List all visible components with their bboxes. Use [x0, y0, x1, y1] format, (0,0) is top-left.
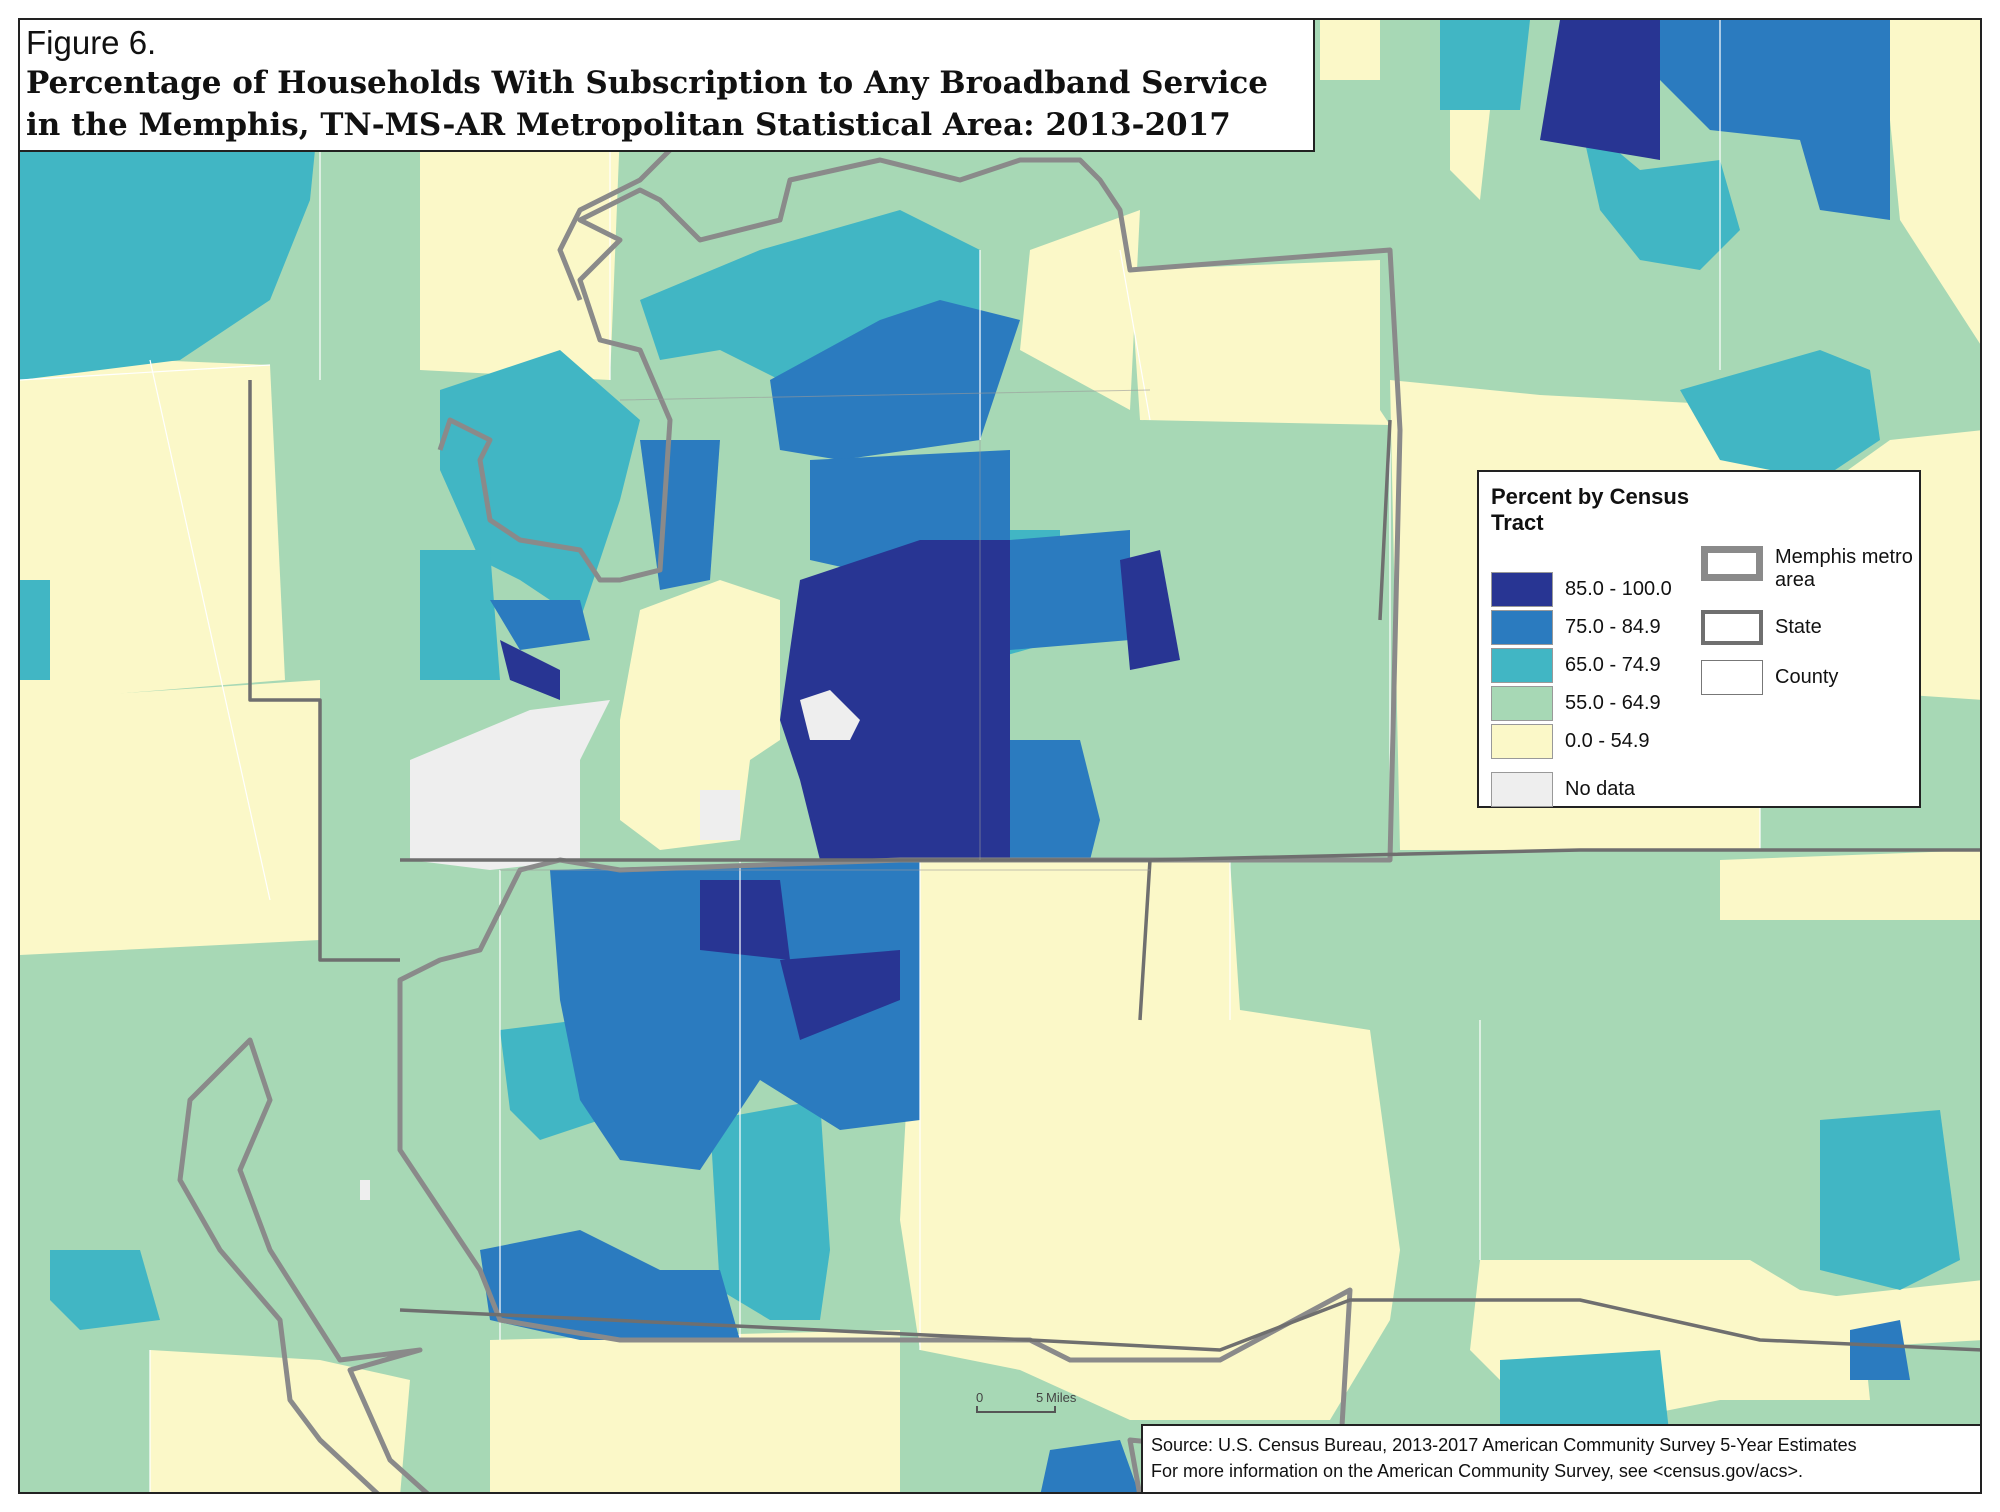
tract-region — [1040, 1440, 1139, 1492]
tract-region — [800, 690, 860, 740]
source-line-2: For more information on the American Com… — [1151, 1461, 1803, 1481]
tract-region — [1720, 850, 1980, 920]
tract-region — [1440, 20, 1530, 110]
legend-swatch-75-85 — [1491, 610, 1553, 645]
scale-bar-line — [976, 1406, 1056, 1413]
tract-region — [1880, 20, 1980, 344]
state-lines — [248, 380, 1980, 1352]
map-title-line-2: in the Memphis, TN-MS-AR Metropolitan St… — [26, 107, 1231, 143]
tract-region — [420, 130, 620, 380]
tract-region — [1580, 120, 1740, 270]
legend-swatch-county-boundary — [1701, 660, 1763, 695]
map-title-line-1: Percentage of Households With Subscripti… — [26, 65, 1268, 101]
tract-region — [420, 550, 500, 680]
legend-label-75-85: 75.0 - 84.9 — [1565, 616, 1661, 638]
tract-region — [20, 580, 50, 680]
tract-region — [410, 700, 610, 870]
scale-end-label: 5 — [1036, 1390, 1044, 1405]
legend-label-metro-boundary: Memphis metro area — [1775, 546, 1913, 591]
scale-unit-label: Miles — [1046, 1390, 1077, 1405]
tract-region — [780, 540, 1010, 860]
urban-core — [360, 580, 860, 1200]
legend-swatch-65-75 — [1491, 648, 1553, 683]
tract-region — [676, 1480, 715, 1492]
legend-label-0-55: 0.0 - 54.9 — [1565, 730, 1650, 752]
legend-label-state-boundary: State — [1775, 616, 1822, 638]
tract-region — [700, 790, 740, 840]
tract-region — [770, 300, 1020, 460]
tracts-high — [480, 20, 1910, 1492]
tract-region — [1820, 1110, 1960, 1290]
legend-swatch-state-boundary — [1701, 610, 1763, 645]
map-frame: Figure 6. Percentage of Households With … — [18, 18, 1982, 1494]
map-legend: Percent by Census Tract 85.0 - 100.0 75.… — [1477, 470, 1921, 808]
tract-region — [1320, 20, 1380, 80]
tract-region — [1020, 210, 1140, 410]
tract-region — [1120, 550, 1180, 670]
tract-region — [1010, 740, 1100, 860]
tract-region — [20, 680, 320, 955]
tract-region — [640, 440, 720, 590]
tract-region — [480, 1230, 740, 1340]
tract-region — [700, 880, 790, 960]
tract-region — [1130, 260, 1390, 425]
source-note: Source: U.S. Census Bureau, 2013-2017 Am… — [1141, 1424, 1980, 1492]
tract-region — [20, 100, 320, 380]
tract-region — [900, 860, 1400, 1420]
legend-title: Percent by Census Tract — [1491, 484, 1690, 535]
tract-region — [20, 360, 285, 700]
title-block: Figure 6. Percentage of Households With … — [20, 20, 1315, 152]
tract-region — [1680, 350, 1880, 480]
legend-swatch-no-data — [1491, 772, 1553, 807]
source-line-1: Source: U.S. Census Bureau, 2013-2017 Am… — [1151, 1435, 1857, 1455]
tract-region — [550, 860, 920, 1170]
tract-region — [620, 580, 780, 850]
tract-region — [360, 1180, 370, 1200]
tracts-mid — [20, 20, 1960, 1450]
tract-region — [1660, 20, 1890, 220]
tract-region — [1800, 1280, 1980, 1350]
tract-region — [780, 950, 900, 1040]
tract-region — [710, 1100, 830, 1320]
scale-zero-label: 0 — [976, 1390, 984, 1405]
legend-swatch-85-100 — [1491, 572, 1553, 607]
legend-swatch-0-55 — [1491, 724, 1553, 759]
legend-label-65-75: 65.0 - 74.9 — [1565, 654, 1661, 676]
tract-region — [490, 1330, 900, 1492]
legend-label-55-65: 55.0 - 64.9 — [1565, 692, 1661, 714]
tract-region — [490, 600, 590, 650]
tract-region — [50, 1250, 160, 1330]
legend-label-no-data: No data — [1565, 778, 1636, 800]
tract-region — [1010, 530, 1130, 650]
tract-region — [1540, 20, 1660, 160]
legend-swatch-55-65 — [1491, 686, 1553, 721]
tract-region — [500, 640, 560, 700]
legend-swatch-metro-boundary — [1701, 546, 1763, 581]
legend-label-county-boundary: County — [1775, 666, 1839, 688]
figure-label: Figure 6. — [26, 24, 157, 61]
county-lines-thin — [500, 389, 1151, 871]
tract-region — [1850, 1320, 1910, 1380]
tract-region — [150, 1350, 410, 1492]
legend-label-85-100: 85.0 - 100.0 — [1565, 578, 1672, 600]
